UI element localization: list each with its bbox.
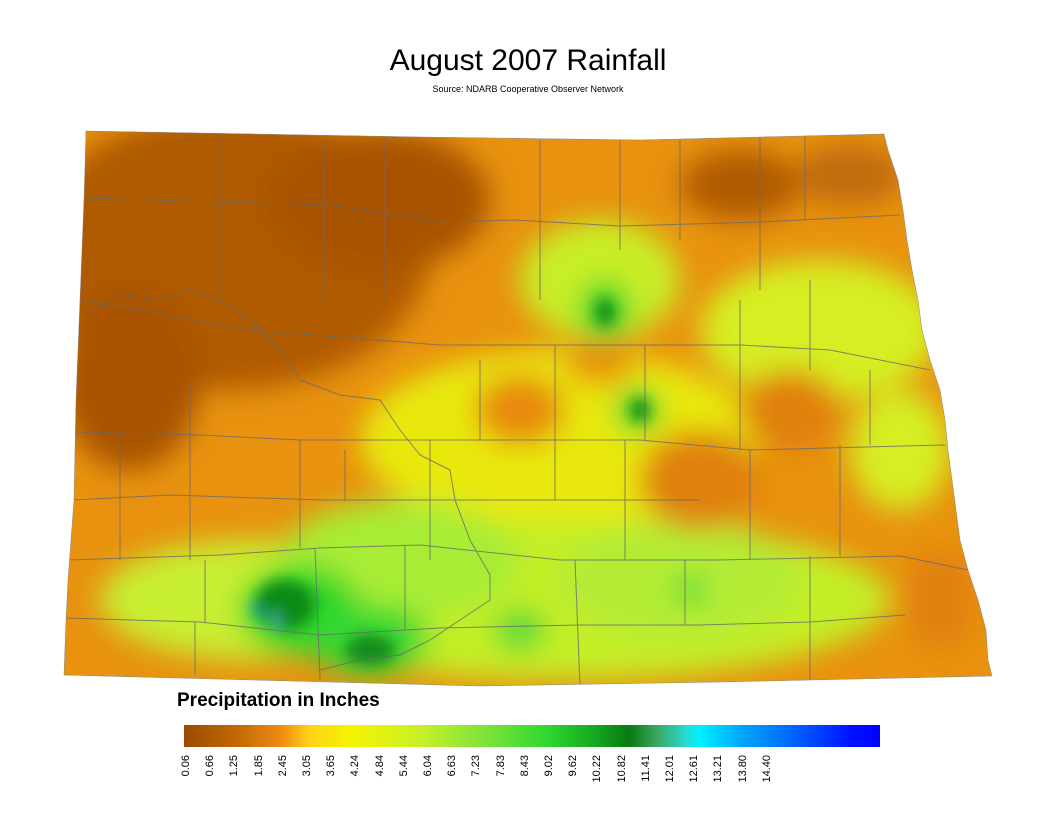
color-scale-bar bbox=[184, 725, 880, 747]
state-outline bbox=[63, 130, 993, 687]
legend-tick-label: 14.40 bbox=[760, 755, 773, 783]
legend-title: Precipitation in Inches bbox=[177, 690, 380, 711]
map-subtitle: Source: NDARB Cooperative Observer Netwo… bbox=[432, 84, 624, 94]
rainfall-surface bbox=[64, 131, 992, 686]
map-title: August 2007 Rainfall bbox=[389, 44, 667, 77]
county-boundaries bbox=[65, 131, 969, 686]
